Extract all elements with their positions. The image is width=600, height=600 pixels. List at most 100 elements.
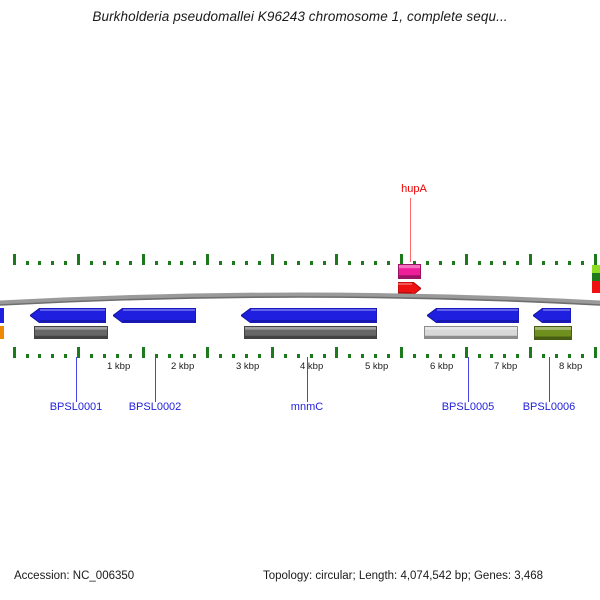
ruler-minor-tick <box>245 354 249 358</box>
ruler-major-tick <box>12 347 16 358</box>
ruler-minor-tick <box>257 354 261 358</box>
ruler-minor-tick <box>503 354 507 358</box>
ruler-minor-tick <box>51 354 55 358</box>
genome-track-area[interactable]: hupA <box>0 0 600 560</box>
right-edge-feature-2[interactable] <box>592 273 600 281</box>
ruler-major-tick <box>400 254 404 265</box>
cds-bar[interactable] <box>534 326 572 345</box>
scale-tick-label: 8 kbp <box>559 361 583 372</box>
ruler-minor-tick <box>154 354 158 358</box>
ruler-major-tick <box>206 254 210 265</box>
ruler-minor-tick <box>257 261 261 265</box>
gene-label-bpsl0005[interactable]: BPSL0005 <box>441 401 495 413</box>
ruler-minor-tick <box>425 261 429 265</box>
ruler-minor-tick <box>322 261 326 265</box>
gene-label-bpsl0002[interactable]: BPSL0002 <box>128 401 182 413</box>
ruler-minor-tick <box>167 354 171 358</box>
ruler-minor-tick <box>90 354 94 358</box>
ruler-minor-tick <box>296 354 300 358</box>
ruler-minor-tick <box>451 354 455 358</box>
ruler-minor-tick <box>128 354 132 358</box>
ruler-minor-tick <box>180 354 184 358</box>
scale-tick-label: 6 kbp <box>430 361 454 372</box>
ruler-minor-tick <box>412 354 416 358</box>
gene-label-mnmc[interactable]: mnmC <box>290 401 324 413</box>
ruler-minor-tick <box>103 354 106 358</box>
ruler-minor-tick <box>361 261 365 265</box>
ruler-minor-tick <box>154 261 158 265</box>
ruler-ticks-top <box>0 251 600 265</box>
ruler-minor-tick <box>180 261 184 265</box>
scale-tick-label: 4 kbp <box>300 361 324 372</box>
ruler-minor-tick <box>567 261 571 265</box>
ruler-minor-tick <box>348 354 352 358</box>
gene-label-leader-line <box>468 357 470 402</box>
ruler-major-tick <box>141 347 145 358</box>
sequence-axis[interactable] <box>0 286 600 308</box>
ruler-major-tick <box>464 254 468 265</box>
ruler-minor-tick <box>232 354 236 358</box>
right-edge-feature-3[interactable] <box>592 281 600 293</box>
gene-arrow[interactable] <box>532 307 572 328</box>
ruler-major-tick <box>335 347 339 358</box>
ruler-minor-tick <box>490 261 494 265</box>
ruler-minor-tick <box>516 354 520 358</box>
gene-label-leader-line <box>307 357 309 402</box>
ruler-minor-tick <box>490 354 494 358</box>
right-edge-feature-1[interactable] <box>592 265 600 273</box>
ruler-minor-tick <box>128 261 132 265</box>
gene-arrow[interactable] <box>29 307 107 328</box>
ruler-major-tick <box>593 347 597 358</box>
gene-label-bpsl0001[interactable]: BPSL0001 <box>49 401 103 413</box>
gene-arrow[interactable] <box>112 307 197 328</box>
ruler-minor-tick <box>322 354 326 358</box>
ruler-minor-tick <box>25 261 29 265</box>
ruler-major-tick <box>77 254 81 265</box>
ruler-minor-tick <box>296 261 300 265</box>
ruler-minor-tick <box>103 261 106 265</box>
ruler-minor-tick <box>64 354 68 358</box>
ruler-major-tick <box>270 347 274 358</box>
cds-bar[interactable] <box>34 326 108 344</box>
cds-bar[interactable] <box>244 326 377 344</box>
accession-text: Accession: NC_006350 <box>14 570 135 582</box>
ruler-minor-tick <box>283 261 287 265</box>
gene-label-leader-line <box>549 357 551 402</box>
ruler-minor-tick <box>51 261 55 265</box>
ruler-minor-tick <box>477 261 481 265</box>
ruler-major-tick <box>464 347 468 358</box>
scale-tick-label: 3 kbp <box>236 361 260 372</box>
ruler-minor-tick <box>115 261 119 265</box>
gene-label-leader-line <box>155 357 157 402</box>
ruler-minor-tick <box>387 354 391 358</box>
ruler-minor-tick <box>64 261 68 265</box>
ruler-minor-tick <box>309 354 313 358</box>
hupa-magenta-feature[interactable] <box>398 264 421 284</box>
ruler-minor-tick <box>25 354 29 358</box>
gene-arrow[interactable] <box>240 307 378 328</box>
ruler-minor-tick <box>516 261 520 265</box>
ruler-minor-tick <box>580 261 584 265</box>
ruler-minor-tick <box>438 261 442 265</box>
ruler-minor-tick <box>193 261 197 265</box>
gene-label-bpsl0006[interactable]: BPSL0006 <box>522 401 576 413</box>
ruler-minor-tick <box>567 354 571 358</box>
ruler-minor-tick <box>232 261 236 265</box>
sequence-stats-text: Topology: circular; Length: 4,074,542 bp… <box>263 570 544 582</box>
ruler-major-tick <box>529 254 533 265</box>
hupa-label[interactable]: hupA <box>401 183 427 195</box>
edge-orange-sliver[interactable] <box>0 326 4 339</box>
page-title: Burkholderia pseudomallei K96243 chromos… <box>92 9 508 24</box>
ruler-minor-tick <box>374 261 378 265</box>
ruler-minor-tick <box>477 354 481 358</box>
ruler-minor-tick <box>361 354 365 358</box>
scale-tick-label: 5 kbp <box>365 361 389 372</box>
hupa-red-arrow-feature[interactable] <box>397 281 422 300</box>
cds-bar[interactable] <box>424 326 518 344</box>
gene-arrow[interactable] <box>426 307 520 328</box>
hupa-leader-line <box>410 198 412 262</box>
ruler-minor-tick <box>555 354 558 358</box>
edge-gene-sliver[interactable] <box>0 308 4 323</box>
ruler-major-tick <box>206 347 210 358</box>
ruler-minor-tick <box>219 354 223 358</box>
